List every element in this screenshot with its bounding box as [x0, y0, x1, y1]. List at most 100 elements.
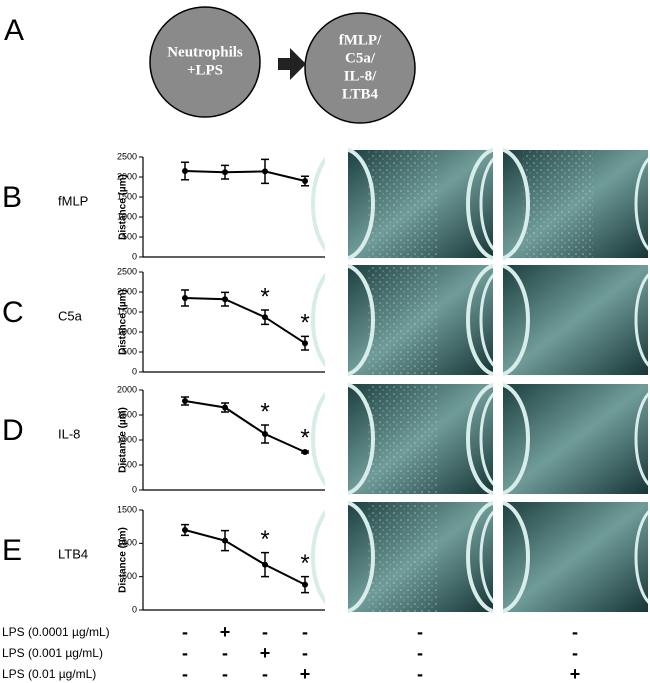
point	[262, 314, 268, 321]
line	[184, 297, 306, 345]
y-tick-label: 500	[122, 346, 137, 356]
chart-label: C5a	[58, 308, 83, 323]
significance: *	[260, 398, 269, 425]
panel-label: D	[2, 414, 24, 447]
significance: *	[300, 424, 309, 451]
y-tick-label: 1000	[117, 434, 137, 444]
condition-sign: +	[220, 622, 231, 642]
chart-label: LTB4	[58, 546, 88, 561]
condition-sign: -	[572, 643, 578, 663]
point	[302, 340, 308, 347]
point	[262, 168, 268, 175]
chart-label: IL-8	[58, 426, 80, 441]
micrograph	[503, 384, 648, 494]
condition-sign: +	[570, 664, 581, 683]
y-tick-label: 0	[132, 484, 137, 494]
point	[182, 168, 188, 174]
diagram-node-text: C5a/	[345, 50, 376, 66]
mask	[493, 140, 503, 620]
cell-speckle	[368, 502, 438, 612]
y-tick-label: 2000	[117, 171, 137, 181]
y-tick-label: 1000	[117, 326, 137, 336]
y-axis-label: Distance (µm)	[118, 174, 129, 240]
y-tick-label: 2500	[117, 151, 137, 161]
line	[184, 170, 306, 182]
condition-sign: -	[222, 643, 228, 663]
diagram-node-text: +LPS	[187, 62, 223, 78]
point	[262, 431, 268, 437]
y-tick-label: 1500	[117, 306, 137, 316]
diagram-node-text: LTB4	[342, 86, 379, 102]
y-tick-label: 500	[122, 231, 137, 241]
condition-sign: -	[417, 643, 423, 663]
y-tick-label: 0	[132, 251, 137, 261]
condition-sign: -	[182, 643, 188, 663]
y-axis-label: Distance (µm)	[118, 527, 129, 593]
condition-sign: -	[222, 664, 228, 683]
condition-sign: -	[182, 664, 188, 683]
point	[182, 295, 188, 301]
panel-label: E	[2, 534, 22, 567]
mask	[648, 140, 650, 620]
mask	[325, 140, 348, 620]
point	[182, 398, 188, 404]
point	[302, 581, 308, 588]
condition-sign: -	[417, 664, 423, 683]
condition-sign: -	[182, 622, 188, 642]
well-edge	[634, 271, 650, 369]
condition-label: LPS (0.01 µg/mL)	[2, 667, 96, 681]
micrograph	[503, 265, 648, 375]
condition-sign: +	[300, 664, 311, 683]
condition-sign: -	[302, 643, 308, 663]
chart-label: fMLP	[58, 193, 88, 208]
condition-sign: -	[262, 664, 268, 683]
well-edge	[634, 155, 650, 253]
diagram-node	[149, 6, 261, 118]
point	[182, 527, 188, 533]
point	[222, 296, 228, 303]
diagram-node-text: IL-8/	[344, 68, 377, 84]
cell-speckle	[368, 384, 438, 494]
y-tick-label: 1500	[117, 191, 137, 201]
y-tick-label: 0	[132, 366, 137, 376]
diagram-node	[304, 12, 416, 124]
panel-label: A	[4, 14, 24, 47]
significance: *	[300, 310, 309, 337]
y-tick-label: 2500	[117, 266, 137, 276]
y-axis-label: Distance (µm)	[118, 407, 129, 473]
y-tick-label: 2000	[117, 384, 137, 394]
well-edge	[634, 390, 650, 488]
significance: *	[260, 283, 269, 310]
cell-speckle	[368, 150, 438, 258]
cell-speckle	[523, 150, 593, 258]
micrograph	[503, 502, 648, 612]
condition-sign: -	[262, 622, 268, 642]
point	[222, 537, 228, 544]
y-tick-label: 1500	[117, 409, 137, 419]
panel-label: B	[2, 181, 22, 214]
condition-sign: +	[260, 643, 271, 663]
point	[222, 404, 228, 411]
condition-label: LPS (0.0001 µg/mL)	[2, 625, 110, 639]
panel-label: C	[2, 296, 24, 329]
line	[184, 529, 306, 586]
condition-sign: -	[302, 622, 308, 642]
condition-sign: -	[417, 622, 423, 642]
diagram-node-text: Neutrophils	[167, 44, 243, 60]
y-axis-label: Distance (µm)	[118, 289, 129, 355]
y-tick-label: 500	[122, 571, 137, 581]
significance: *	[300, 550, 309, 577]
y-tick-label: 500	[122, 459, 137, 469]
point	[302, 449, 308, 455]
line	[184, 400, 306, 453]
y-tick-label: 0	[132, 604, 137, 614]
well-edge	[634, 508, 650, 606]
y-tick-label: 2000	[117, 286, 137, 296]
cell-speckle	[368, 265, 438, 375]
point	[262, 561, 268, 568]
condition-label: LPS (0.001 µg/mL)	[2, 646, 103, 660]
y-tick-label: 1000	[117, 538, 137, 548]
y-tick-label: 1500	[117, 504, 137, 514]
condition-sign: -	[572, 622, 578, 642]
